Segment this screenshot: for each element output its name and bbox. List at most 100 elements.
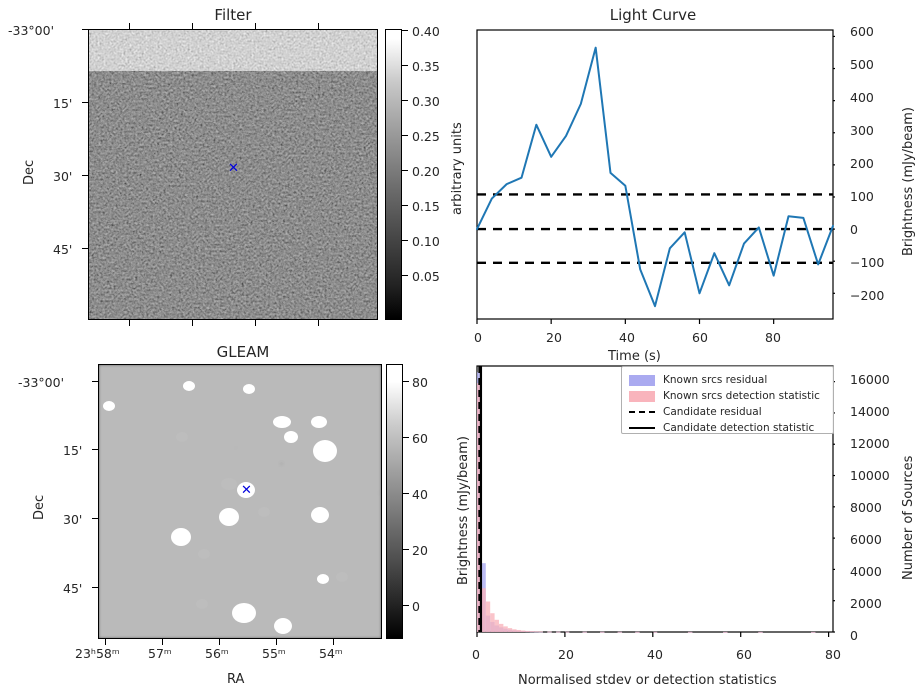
lightcurve-ytick-5: 100: [850, 189, 874, 204]
filter-ytick-mark-2: [82, 175, 88, 177]
gleam-cbtick-mark-4: [403, 605, 409, 607]
gleam-image: [98, 364, 382, 639]
lightcurve-xtick-1: 20: [546, 330, 562, 345]
gleam-cbtick-mark-3: [403, 549, 409, 551]
filter-ytick-mark-1: [82, 102, 88, 104]
lightcurve-ytick-0: 600: [850, 24, 874, 39]
filter-cbtick-mark-1: [402, 65, 408, 67]
filter-ytick-3: 45': [53, 242, 73, 257]
gleam-candidate-marker: ✕: [241, 483, 252, 498]
known-srcs-detstat-swatch: [629, 390, 655, 402]
filter-image: [88, 29, 378, 320]
gleam-colorbar: [386, 364, 403, 639]
legend-label-0: Known srcs residual: [663, 374, 768, 386]
histogram-xtick-2: 40: [647, 647, 663, 662]
filter-ylabel: Dec: [22, 159, 37, 185]
filter-xtick-mark-top-0: [129, 23, 131, 29]
filter-ytick-mark-0: [82, 29, 88, 31]
histogram-legend: Known srcs residual Known srcs detection…: [621, 366, 834, 434]
gleam-cbtick-2: 40: [412, 487, 428, 502]
gleam-cbtick-4: 0: [412, 599, 420, 614]
lightcurve-xtick-4: 80: [765, 330, 781, 345]
known-srcs-residual-swatch: [629, 374, 655, 386]
gleam-ytick-3: 45': [63, 581, 83, 596]
gleam-cbtick-mark-2: [403, 493, 409, 495]
legend-label-1: Known srcs detection statistic: [663, 390, 820, 402]
histogram-ytick-2: 4000: [850, 564, 882, 579]
gleam-ytick-mark-1: [92, 449, 98, 451]
filter-cbtick-mark-6: [402, 240, 408, 242]
histogram-ytick-4: 8000: [850, 500, 882, 515]
candidate-detstat-line-icon: [629, 427, 655, 429]
filter-ytick-0: -33°00': [8, 23, 55, 38]
gleam-xtick-3: 55ᵐ: [262, 646, 286, 661]
histogram-xlabel: Normalised stdev or detection statistics: [518, 673, 777, 688]
candidate-residual-line-icon: [629, 411, 655, 413]
histogram-ytick-8: 16000: [850, 372, 890, 387]
filter-cbtick-mark-3: [402, 135, 408, 137]
filter-colorbar-label: arbitrary units: [450, 122, 465, 215]
gleam-cbtick-0: 80: [412, 375, 428, 390]
filter-xtick-mark-2: [255, 320, 257, 326]
filter-xtick-mark-0: [129, 320, 131, 326]
filter-cbtick-4: 0.20: [412, 164, 440, 179]
filter-ytick-2: 30': [53, 169, 73, 184]
legend-item-3: Candidate detection statistic: [629, 420, 826, 436]
filter-candidate-marker: ✕: [228, 161, 239, 176]
legend-item-2: Candidate residual: [629, 404, 826, 420]
gleam-ytick-mark-3: [92, 587, 98, 589]
lightcurve-xtick-3: 60: [692, 330, 708, 345]
filter-xtick-mark-1: [192, 320, 194, 326]
gleam-cbtick-3: 20: [412, 543, 428, 558]
gleam-ytick-1: 15': [63, 443, 83, 458]
lightcurve-plot: [476, 29, 835, 324]
filter-xtick-mark-top-1: [192, 23, 194, 29]
gleam-colorbar-label: Brightness (mJy/beam): [456, 436, 471, 585]
filter-xtick-mark-top-2: [255, 23, 257, 29]
histogram-ytick-0: 0: [850, 628, 858, 643]
histogram-ylabel: Number of Sources: [901, 455, 916, 580]
gleam-xtick-mark-1: [162, 639, 164, 645]
lightcurve-ylabel: Brightness (mJy/beam): [901, 107, 916, 256]
lightcurve-xlabel: Time (s): [608, 349, 661, 364]
gleam-xtick-1: 57ᵐ: [148, 646, 172, 661]
legend-item-1: Known srcs detection statistic: [629, 388, 826, 404]
filter-cbtick-5: 0.15: [412, 199, 440, 214]
lightcurve-ytick-2: 400: [850, 90, 874, 105]
histogram-xtick-0: 0: [472, 647, 480, 662]
gleam-ytick-0: -33°00': [18, 375, 65, 390]
gleam-ytick-mark-0: [92, 381, 98, 383]
legend-label-3: Candidate detection statistic: [663, 422, 815, 434]
gleam-cbtick-mark-0: [403, 381, 409, 383]
lightcurve-ytick-3: 300: [850, 123, 874, 138]
lightcurve-ytick-4: 200: [850, 156, 874, 171]
histogram-xtick-1: 20: [558, 647, 574, 662]
lightcurve-ytick-8: −200: [850, 288, 885, 303]
legend-item-0: Known srcs residual: [629, 372, 826, 388]
histogram-xtick-4: 80: [825, 647, 841, 662]
lightcurve-xtick-0: 0: [474, 330, 482, 345]
filter-cbtick-1: 0.35: [412, 59, 440, 74]
filter-cbtick-3: 0.25: [412, 129, 440, 144]
filter-colorbar: [385, 29, 402, 320]
filter-ytick-mark-3: [82, 248, 88, 250]
gleam-xtick-4: 54ᵐ: [319, 646, 343, 661]
lightcurve-ytick-7: −100: [850, 255, 885, 270]
filter-panel-title: Filter: [214, 6, 252, 24]
legend-label-2: Candidate residual: [663, 406, 762, 418]
gleam-xlabel: RA: [227, 672, 245, 687]
histogram-ytick-7: 14000: [850, 404, 890, 419]
gleam-xtick-mark-0: [105, 639, 107, 645]
gleam-cbtick-1: 60: [412, 431, 428, 446]
lightcurve-ytick-6: 0: [850, 222, 858, 237]
gleam-ytick-mark-2: [92, 518, 98, 520]
gleam-xtick-2: 56ᵐ: [205, 646, 229, 661]
gleam-xtick-0: 23ʰ58ᵐ: [75, 646, 120, 661]
gleam-xtick-mark-4: [333, 639, 335, 645]
lightcurve-xtick-2: 40: [619, 330, 635, 345]
filter-cbtick-6: 0.10: [412, 234, 440, 249]
histogram-ytick-3: 6000: [850, 532, 882, 547]
filter-cbtick-mark-7: [402, 275, 408, 277]
filter-cbtick-mark-0: [402, 30, 408, 32]
histogram-xtick-3: 60: [736, 647, 752, 662]
